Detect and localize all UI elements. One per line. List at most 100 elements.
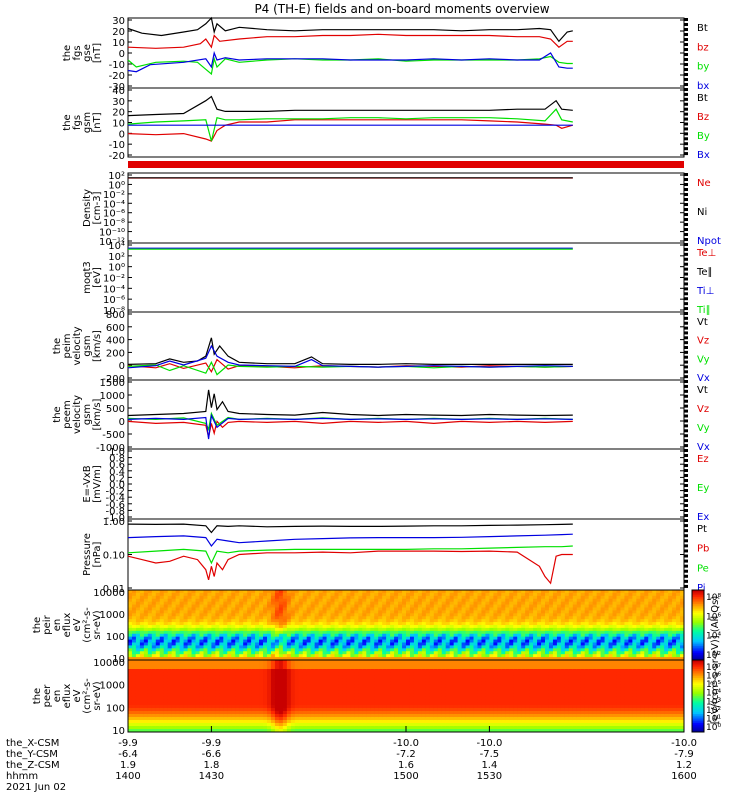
- heat-cell: [271, 726, 275, 730]
- heat-cell: [501, 619, 505, 622]
- heat-cell: [636, 613, 640, 616]
- heat-cell: [136, 720, 140, 724]
- heat-cell: [267, 660, 271, 664]
- heat-cell: [140, 637, 144, 640]
- heat-cell: [545, 602, 549, 605]
- heat-cell: [509, 637, 513, 640]
- heat-cell: [398, 616, 402, 619]
- heat-cell: [672, 628, 676, 631]
- heat-cell: [656, 610, 660, 613]
- heat-cell: [533, 622, 537, 625]
- heat-cell: [192, 726, 196, 730]
- heat-cell: [501, 648, 505, 651]
- heat-cell: [660, 634, 664, 637]
- heat-cell: [358, 643, 362, 646]
- heat-cell: [227, 684, 231, 688]
- heat-cell: [390, 605, 394, 608]
- heat-cell: [390, 590, 394, 593]
- heat-cell: [656, 622, 660, 625]
- heat-cell: [386, 599, 390, 602]
- heat-cell: [255, 717, 259, 721]
- heat-cell: [430, 599, 434, 602]
- heat-cell: [140, 681, 144, 685]
- heat-cell: [569, 651, 573, 654]
- heat-cell: [366, 613, 370, 616]
- heat-cell: [196, 705, 200, 709]
- heat-cell: [505, 599, 509, 602]
- heat-cell: [628, 619, 632, 622]
- heat-cell: [509, 654, 513, 657]
- heat-cell: [569, 599, 573, 602]
- heat-cell: [283, 669, 287, 673]
- heat-cell: [251, 628, 255, 631]
- heat-cell: [474, 590, 478, 593]
- heat-cell: [561, 648, 565, 651]
- heat-cell: [660, 593, 664, 596]
- heat-cell: [422, 605, 426, 608]
- heat-cell: [263, 608, 267, 611]
- heat-cell: [366, 610, 370, 613]
- heat-cell: [565, 610, 569, 613]
- heat-cell: [164, 669, 168, 673]
- heat-cell: [454, 654, 458, 657]
- heat-cell: [271, 669, 275, 673]
- heat-cell: [676, 596, 680, 599]
- heat-cell: [168, 651, 172, 654]
- heat-cell: [553, 613, 557, 616]
- heat-cell: [180, 696, 184, 700]
- heat-cell: [370, 637, 374, 640]
- heat-cell: [207, 654, 211, 657]
- heat-cell: [215, 596, 219, 599]
- heat-cell: [243, 648, 247, 651]
- heat-cell: [215, 654, 219, 657]
- heat-cell: [366, 628, 370, 631]
- heat-cell: [354, 622, 358, 625]
- heat-cell: [215, 693, 219, 697]
- heat-cell: [593, 616, 597, 619]
- heat-cell: [561, 590, 565, 593]
- heat-cell: [215, 645, 219, 648]
- heat-cell: [287, 643, 291, 646]
- heat-cell: [211, 643, 215, 646]
- heat-cell: [184, 634, 188, 637]
- heat-cell: [160, 596, 164, 599]
- heat-cell: [315, 605, 319, 608]
- heat-cell: [418, 631, 422, 634]
- heat-cell: [239, 660, 243, 664]
- heat-cell: [601, 654, 605, 657]
- heat-cell: [255, 643, 259, 646]
- heat-cell: [533, 634, 537, 637]
- ytick-label-1-3: 10: [112, 119, 125, 130]
- heat-cell: [152, 702, 156, 706]
- heat-cell: [410, 610, 414, 613]
- heat-cell: [410, 593, 414, 596]
- heat-cell: [430, 613, 434, 616]
- heat-cell: [648, 637, 652, 640]
- heat-cell: [609, 590, 613, 593]
- heat-cell: [188, 663, 192, 667]
- heat-cell: [537, 637, 541, 640]
- heat-cell: [176, 610, 180, 613]
- heat-cell: [140, 666, 144, 670]
- heat-cell: [597, 651, 601, 654]
- heat-cell: [513, 602, 517, 605]
- heat-cell: [509, 631, 513, 634]
- heat-cell: [605, 654, 609, 657]
- heat-cell: [271, 616, 275, 619]
- heat-cell: [454, 625, 458, 628]
- heat-cell: [148, 654, 152, 657]
- heat-cell: [470, 645, 474, 648]
- heat-cell: [648, 643, 652, 646]
- heat-cell: [438, 628, 442, 631]
- heat-cell: [211, 640, 215, 643]
- heat-cell: [207, 678, 211, 682]
- heat-cell: [394, 616, 398, 619]
- heat-cell: [275, 608, 279, 611]
- heat-cell: [243, 684, 247, 688]
- heat-cell: [640, 590, 644, 593]
- heat-cell: [672, 608, 676, 611]
- heat-cell: [581, 613, 585, 616]
- heat-cell: [378, 640, 382, 643]
- heat-cell: [410, 628, 414, 631]
- heat-cell: [521, 590, 525, 593]
